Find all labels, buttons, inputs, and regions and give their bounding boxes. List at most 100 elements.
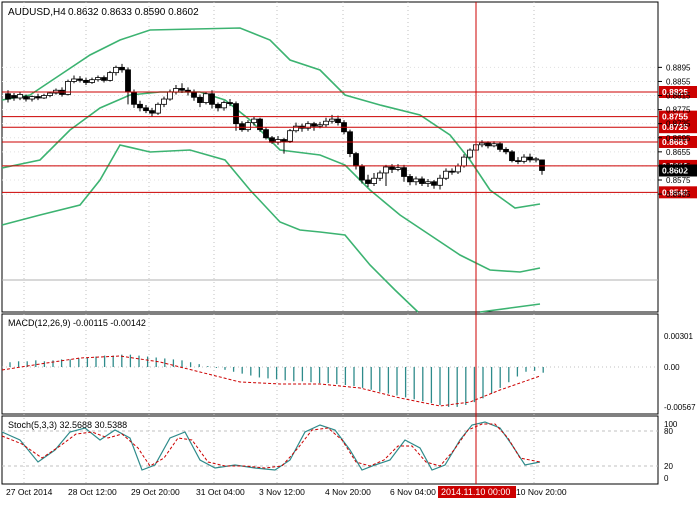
candle-body bbox=[389, 166, 395, 170]
candle-body bbox=[377, 172, 383, 179]
candle-body bbox=[509, 151, 515, 162]
candle-body bbox=[35, 96, 41, 99]
candle-body bbox=[209, 93, 215, 105]
candle-body bbox=[467, 149, 473, 158]
candle-body bbox=[197, 96, 203, 103]
candle-body bbox=[125, 69, 131, 93]
price-tick-label: 0.8855 bbox=[666, 77, 691, 86]
candle-body bbox=[11, 95, 17, 99]
candle-body bbox=[107, 72, 113, 81]
price-tick-label: 0.8815 bbox=[666, 92, 691, 101]
candle-body bbox=[347, 131, 353, 155]
candle-body bbox=[443, 170, 449, 179]
candle-body bbox=[419, 178, 425, 184]
level-badge-label: 0.8540 bbox=[662, 187, 688, 197]
candle-body bbox=[311, 123, 317, 127]
price-tick-label: 0.8535 bbox=[666, 190, 691, 199]
current-price-badge bbox=[659, 164, 697, 177]
candle-body bbox=[119, 66, 125, 71]
stoch-tick-label: 100 bbox=[664, 420, 678, 429]
stoch-tick-label: 80 bbox=[664, 427, 673, 436]
time-tick-label: 10 Nov 20:00 bbox=[516, 487, 567, 497]
candle-body bbox=[293, 125, 299, 132]
candle-body bbox=[233, 103, 239, 125]
candle-body bbox=[95, 77, 101, 81]
time-tick-label: 3 Nov 12:00 bbox=[259, 487, 305, 497]
candle-body bbox=[407, 176, 413, 183]
candle-body bbox=[161, 98, 167, 105]
time-tick-label: 28 Oct 12:00 bbox=[68, 487, 117, 497]
stoch-label: Stoch(5,3,3) 32.5688 30.5388 bbox=[8, 420, 127, 430]
candle-body bbox=[497, 143, 503, 150]
stoch-tick-label: 0 bbox=[664, 474, 669, 483]
candle-body bbox=[47, 92, 53, 96]
candle-body bbox=[143, 107, 149, 112]
candle-body bbox=[455, 165, 461, 173]
price-tick-label: 0.8615 bbox=[666, 162, 691, 171]
macd-tick-label: 0.00301 bbox=[664, 332, 693, 341]
candle-body bbox=[137, 103, 143, 109]
candle-body bbox=[101, 77, 107, 81]
candle-body bbox=[353, 153, 359, 167]
candle-body bbox=[221, 102, 227, 109]
macd-signal-line bbox=[1, 355, 541, 407]
candle-body bbox=[431, 181, 437, 186]
macd-axis: 0.00301 0.00 -0.00567 bbox=[664, 332, 696, 412]
macd-tick-label: 0.00 bbox=[664, 363, 680, 372]
candle-body bbox=[533, 158, 539, 161]
candle-body bbox=[131, 91, 137, 105]
ohlc-label: 0.8632 0.8633 0.8590 0.8602 bbox=[68, 7, 199, 18]
candle-body bbox=[173, 88, 179, 93]
level-badge bbox=[659, 186, 697, 199]
price-tick-label: 0.8895 bbox=[666, 63, 691, 72]
candle-body bbox=[191, 91, 197, 98]
candle-body bbox=[539, 159, 545, 171]
macd-tick-label: -0.00567 bbox=[664, 403, 696, 412]
candle-body bbox=[491, 143, 497, 147]
time-tick-label: 4 Nov 20:00 bbox=[325, 487, 371, 497]
level-badge-label: 0.8755 bbox=[662, 112, 688, 122]
candle-body bbox=[149, 110, 155, 114]
candle-body bbox=[401, 167, 407, 177]
candle-body bbox=[17, 94, 23, 99]
candle-body bbox=[383, 166, 389, 174]
candle-body bbox=[425, 181, 431, 184]
time-tick-label: 6 Nov 04:00 bbox=[390, 487, 436, 497]
macd-panel[interactable] bbox=[1, 313, 659, 415]
main-panel[interactable] bbox=[1, 1, 659, 313]
stoch-panel[interactable] bbox=[1, 415, 659, 485]
level-badge bbox=[659, 86, 697, 98]
candle-body bbox=[395, 167, 401, 170]
stoch-signal-line bbox=[1, 423, 541, 469]
crosshair-time-label: 2014.11.10 00:00 bbox=[441, 487, 510, 497]
level-badge bbox=[659, 121, 697, 134]
candle-body bbox=[317, 124, 323, 127]
candle-body bbox=[29, 96, 35, 100]
candle-body bbox=[239, 123, 245, 131]
time-tick-label: 27 Oct 2014 bbox=[6, 487, 53, 497]
stoch-tick-label: 20 bbox=[664, 462, 673, 471]
candle-body bbox=[41, 95, 47, 99]
symbol-label: AUDUSD,H4 bbox=[8, 7, 66, 18]
candle-body bbox=[77, 78, 83, 81]
price-tick-label: 0.8775 bbox=[666, 106, 691, 115]
candle-body bbox=[359, 165, 365, 181]
time-tick-label: 29 Oct 20:00 bbox=[131, 487, 180, 497]
candle-body bbox=[485, 142, 491, 147]
price-tick-label: 0.8735 bbox=[666, 120, 691, 129]
candle-body bbox=[155, 103, 161, 114]
candle-body bbox=[179, 88, 185, 91]
price-tick-label: 0.8655 bbox=[666, 148, 691, 157]
candle-body bbox=[413, 178, 419, 183]
candle-body bbox=[203, 93, 209, 103]
candle-body bbox=[83, 79, 89, 83]
time-axis: 27 Oct 2014 28 Oct 12:00 29 Oct 20:00 31 Oc… bbox=[6, 487, 567, 497]
candle-body bbox=[527, 156, 533, 161]
price-tick-label: 0.8695 bbox=[666, 134, 691, 143]
level-badge bbox=[659, 135, 697, 148]
candle-body bbox=[251, 118, 257, 124]
